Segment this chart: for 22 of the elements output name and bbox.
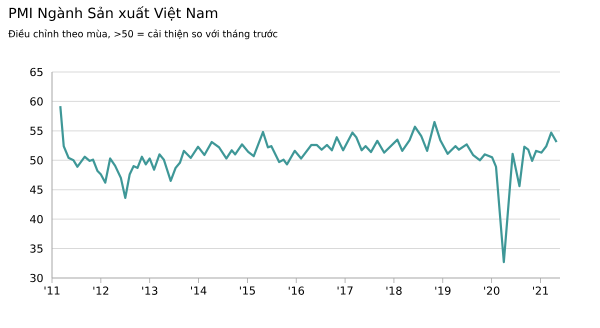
y-tick-label: 40 <box>30 214 43 224</box>
x-tick-label: '21 <box>533 286 548 295</box>
chart-title: PMI Ngành Sản xuất Việt Nam <box>10 6 218 21</box>
y-tick-label: 35 <box>30 244 43 253</box>
x-tick-label: '12 <box>93 286 108 295</box>
y-tick-label: 65 <box>30 68 43 76</box>
y-tick-label: 55 <box>30 126 43 135</box>
x-tick-label: '14 <box>191 286 206 295</box>
y-tick-label: 30 <box>30 274 43 282</box>
x-tick-label: '17 <box>338 286 353 295</box>
chart-subtitle: Điều chỉnh theo mùa, >50 = cải thiện so với tháng trước <box>8 29 278 40</box>
x-tick-label: '13 <box>142 286 158 295</box>
y-tick-label: 50 <box>30 156 43 164</box>
x-tick-label: '15 <box>240 286 255 295</box>
line-series <box>59 105 558 264</box>
x-tick-label: '16 <box>288 286 304 295</box>
x-tick-label: '11 <box>44 286 60 295</box>
x-tick-label: '18 <box>386 286 402 295</box>
y-tick-label: 60 <box>30 97 43 106</box>
x-tick-label: '20 <box>484 286 500 295</box>
y-tick-label: 45 <box>30 186 43 194</box>
x-tick-label: '19 <box>435 286 451 295</box>
